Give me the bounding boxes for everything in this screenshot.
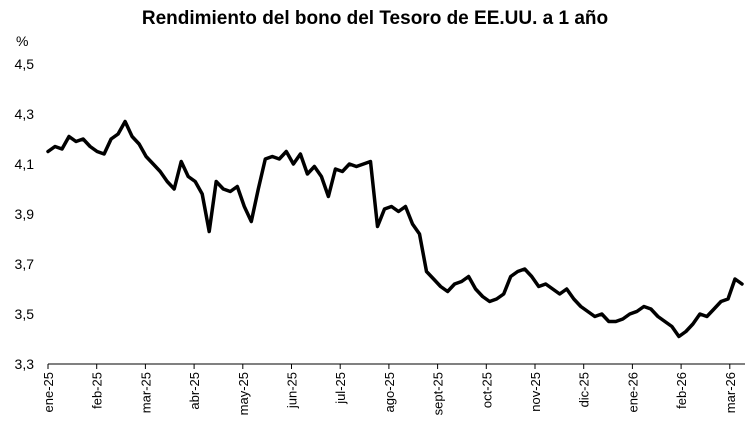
y-tick-label: 3,3 — [15, 356, 35, 372]
x-axis-ticks: ene-25 feb-25 mar-25 abr-25 may-25 jun-25 jul-… — [41, 364, 738, 415]
x-tick-label: abr-25 — [187, 372, 202, 410]
x-tick-label: jun-25 — [285, 372, 300, 409]
x-tick-label: mar-25 — [138, 372, 153, 413]
x-tick-label: ene-25 — [41, 372, 56, 412]
x-tick-label: feb-26 — [674, 372, 689, 409]
y-axis-tick-labels: 3,3 3,5 3,7 3,9 4,1 4,3 4,5 — [15, 56, 35, 372]
x-tick-label: mar-26 — [723, 372, 738, 413]
x-tick-label: jul-25 — [333, 372, 348, 405]
x-tick-label: ene-26 — [625, 372, 640, 412]
x-tick-label: may-25 — [236, 372, 251, 415]
x-tick-label: sept-25 — [431, 372, 446, 415]
series-line — [46, 119, 744, 339]
y-axis-unit-label: % — [16, 33, 29, 49]
chart-title: Rendimiento del bono del Tesoro de EE.UU… — [141, 8, 609, 29]
y-tick-label: 4,3 — [15, 106, 35, 122]
x-tick-label: ago-25 — [382, 372, 397, 412]
x-tick-label: feb-25 — [90, 372, 105, 409]
x-tick-label: dic-25 — [577, 372, 592, 407]
y-tick-label: 3,5 — [15, 306, 35, 322]
y-tick-label: 3,9 — [15, 206, 35, 222]
y-tick-label: 4,1 — [15, 156, 35, 172]
x-tick-label: nov-25 — [528, 372, 543, 412]
x-tick-label: oct-25 — [479, 372, 494, 408]
y-tick-label: 4,5 — [15, 56, 35, 72]
y-tick-label: 3,7 — [15, 256, 35, 272]
